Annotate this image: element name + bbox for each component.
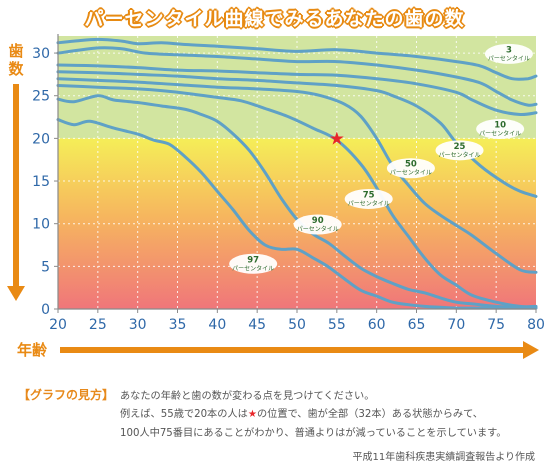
- source-note: 平成11年歯科疾患実績調査報告より作成: [352, 452, 535, 463]
- label-text: パーセンタイル: [348, 199, 390, 207]
- y-axis-arrow-shaft: [13, 84, 19, 289]
- how-to-read-line-2-end: の位置で、歯が全部（32本）ある状態からみて、: [256, 409, 483, 420]
- percentile-line-0: [56, 37, 538, 81]
- x-axis-arrow-shaft: [60, 347, 525, 353]
- label-number: 25: [454, 142, 466, 152]
- right-arrow-icon: [523, 341, 539, 359]
- y-axis-label: 数: [8, 60, 24, 78]
- percentile-line-1: [56, 46, 538, 107]
- percentile-line-5: [56, 84, 538, 309]
- label-text: パーセンタイル: [390, 169, 432, 177]
- how-to-read-line-2-start: 例えば、55歳で20本の人は: [120, 409, 248, 420]
- x-tick-label: 50: [288, 317, 306, 333]
- x-tick-label: 40: [208, 317, 226, 333]
- percentile-line-3: [56, 70, 538, 198]
- label-number: 97: [247, 255, 259, 265]
- percentile-labels: 3パーセンタイル10パーセンタイル25パーセンタイル50パーセンタイル75パーセ…: [229, 43, 533, 274]
- x-tick-label: 20: [49, 317, 67, 333]
- example-marker: ★: [329, 128, 345, 149]
- label-number: 3: [506, 45, 512, 55]
- x-tick-label: 30: [129, 317, 147, 333]
- axes: 0 5 10 15 20 25 30 20 25 30 35 40 45 50 55 60 65 70 75 80 歯数…: [7, 34, 545, 359]
- x-tick-label: 35: [169, 317, 187, 333]
- y-tick-label: 10: [32, 217, 50, 233]
- label-text: パーセンタイル: [488, 54, 530, 62]
- x-axis-label: 年齢: [17, 341, 48, 359]
- label-number: 50: [405, 160, 417, 170]
- x-tick-label: 80: [527, 317, 545, 333]
- label-text: パーセンタイル: [297, 225, 339, 233]
- x-tick-label: 45: [248, 317, 266, 333]
- y-tick-label: 20: [32, 131, 50, 147]
- y-tick-label: 25: [32, 89, 50, 105]
- x-tick-label: 25: [89, 317, 107, 333]
- percentile-line-4: [56, 77, 538, 274]
- label-text: パーセンタイル: [439, 151, 481, 159]
- label-bubble: [476, 118, 525, 139]
- y-tick-label: 30: [32, 46, 50, 62]
- x-tick-label: 70: [447, 317, 465, 333]
- label-text: パーセンタイル: [479, 129, 521, 137]
- label-bubble: [435, 140, 484, 161]
- label-number: 75: [363, 190, 375, 200]
- y-tick-label: 0: [41, 302, 50, 318]
- label-text: パーセンタイル: [232, 264, 274, 272]
- label-bubble: [344, 188, 393, 209]
- label-bubble: [484, 43, 533, 64]
- star-icon: ★: [247, 409, 257, 420]
- chart-title: パーセンタイル曲線でみるあなたの歯の数: [84, 8, 465, 30]
- down-arrow-icon: [7, 286, 25, 301]
- how-to-read-line-3: 100人中75番目にあることがわかり、普通よりはが減っていることを示しています。: [120, 428, 507, 439]
- label-number: 10: [494, 120, 506, 130]
- x-tick-label: 60: [368, 317, 386, 333]
- label-bubble: [386, 158, 435, 179]
- y-axis-label: 歯: [8, 42, 23, 60]
- how-to-read-line-1: あなたの年齢と歯の数が変わる点を見つけてください。: [120, 391, 375, 402]
- y-tick-label: 15: [32, 174, 50, 190]
- percentile-line-2: [56, 63, 538, 117]
- label-number: 90: [312, 216, 324, 226]
- star-marker: ★: [329, 128, 345, 149]
- y-tick-label: 5: [41, 259, 50, 275]
- label-bubble: [293, 214, 342, 235]
- percentile-line-7: [56, 118, 538, 310]
- x-tick-label: 75: [487, 317, 505, 333]
- x-tick-label: 55: [328, 317, 346, 333]
- x-tick-label: 65: [408, 317, 426, 333]
- label-bubble: [229, 253, 278, 274]
- how-to-read-line-2: 例えば、55歳で20本の人は★の位置で、歯が全部（32本）ある状態からみて、: [120, 405, 483, 420]
- percentile-chart: 3パーセンタイル10パーセンタイル25パーセンタイル50パーセンタイル75パーセ…: [7, 34, 545, 359]
- how-to-read-label: 【グラフの見方】: [18, 388, 115, 402]
